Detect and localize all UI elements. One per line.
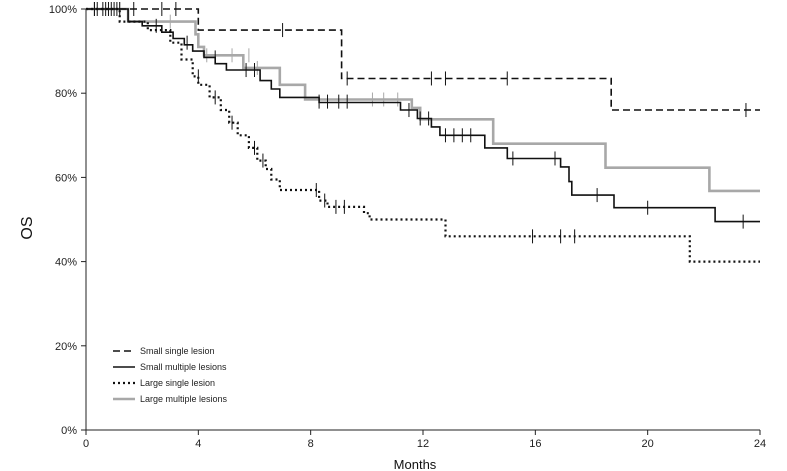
- axes: 0 4 8 12 16 20 24 0% 20% 40% 60% 80% 100% Months OS: [19, 4, 766, 471]
- series-dotted-2: [86, 2, 760, 263]
- legend-label: Large multiple lesions: [140, 394, 228, 404]
- x-tick-label: 12: [417, 438, 429, 450]
- x-tick-label: 4: [195, 438, 201, 450]
- y-tick-label: 40%: [55, 257, 77, 269]
- x-tick-label: 24: [754, 438, 766, 450]
- survival-curve: [86, 7, 760, 263]
- y-tick-label: 20%: [55, 341, 77, 353]
- x-axis-title: Months: [394, 457, 437, 471]
- survival-curve: [86, 7, 760, 193]
- y-tick-label: 60%: [55, 172, 77, 184]
- survival-curve: [86, 8, 760, 111]
- x-ticks: 0 4 8 12 16 20 24: [83, 430, 766, 450]
- series-solid-3: [86, 2, 760, 193]
- x-tick-label: 20: [642, 438, 654, 450]
- legend-label: Large single lesion: [140, 378, 215, 388]
- x-tick-label: 8: [308, 438, 314, 450]
- y-axis-title: OS: [19, 216, 36, 239]
- x-tick-label: 0: [83, 438, 89, 450]
- y-ticks: 0% 20% 40% 60% 80% 100%: [49, 4, 86, 437]
- x-tick-label: 16: [529, 438, 541, 450]
- y-tick-label: 100%: [49, 4, 77, 16]
- legend: Small single lesion Small multiple lesion…: [113, 346, 228, 404]
- legend-label: Small multiple lesions: [140, 362, 227, 372]
- plot-area: [86, 2, 760, 263]
- y-tick-label: 0%: [61, 425, 77, 437]
- legend-label: Small single lesion: [140, 346, 215, 356]
- survival-curve: [86, 8, 760, 223]
- y-tick-label: 80%: [55, 88, 77, 100]
